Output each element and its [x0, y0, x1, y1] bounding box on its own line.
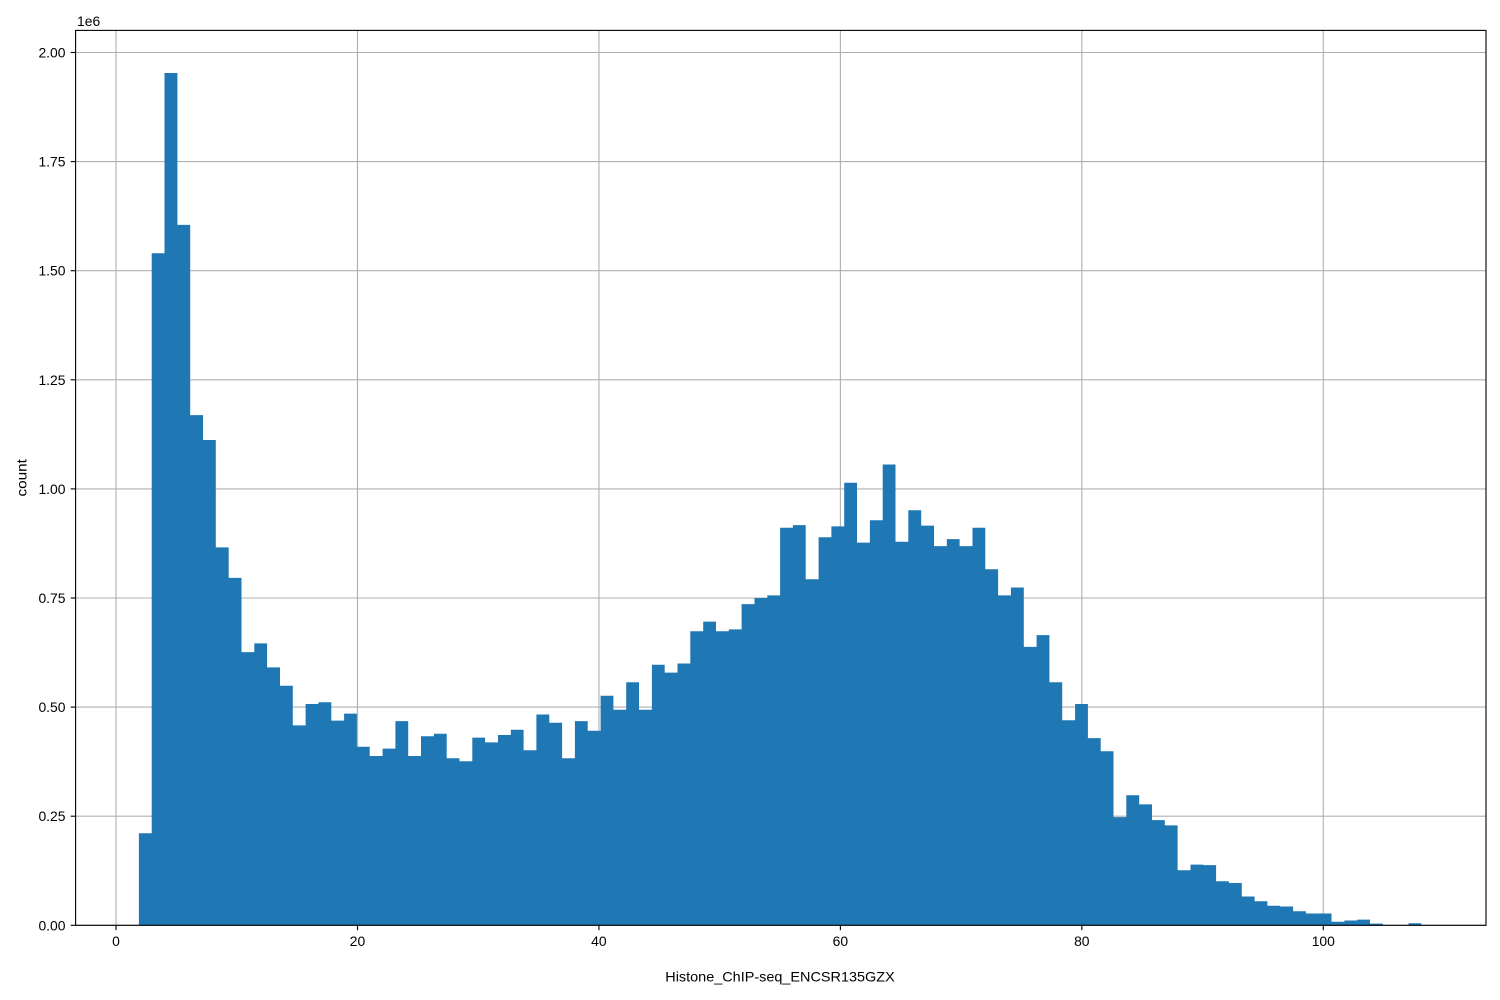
svg-text:0.75: 0.75 — [38, 590, 65, 606]
svg-text:0.50: 0.50 — [38, 699, 65, 715]
svg-text:20: 20 — [350, 933, 366, 949]
svg-text:0: 0 — [112, 933, 120, 949]
svg-text:100: 100 — [1312, 933, 1335, 949]
svg-text:0.25: 0.25 — [38, 808, 65, 824]
svg-text:1e6: 1e6 — [77, 13, 100, 29]
svg-text:1.75: 1.75 — [38, 154, 65, 170]
svg-text:count: count — [14, 459, 30, 497]
svg-text:60: 60 — [833, 933, 849, 949]
svg-text:0.00: 0.00 — [38, 917, 65, 933]
svg-text:40: 40 — [591, 933, 607, 949]
svg-text:1.00: 1.00 — [38, 481, 65, 497]
svg-text:2.00: 2.00 — [38, 45, 65, 61]
svg-text:1.50: 1.50 — [38, 263, 65, 279]
svg-text:Histone_ChIP-seq_ENCSR135GZX: Histone_ChIP-seq_ENCSR135GZX — [665, 969, 894, 985]
svg-text:1.25: 1.25 — [38, 372, 65, 388]
svg-text:80: 80 — [1074, 933, 1090, 949]
